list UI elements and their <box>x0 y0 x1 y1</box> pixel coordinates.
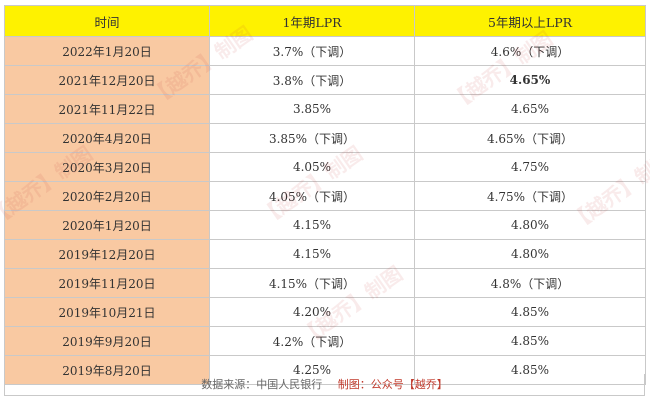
row-one-year-rate: 3.85%（下调） <box>209 123 415 153</box>
lpr-table: 时间 1年期LPR 5年期以上LPR 2022年1月20日 3.7%（下调） 4.6… <box>4 5 646 385</box>
row-date: 2020年3月20日 <box>4 152 210 182</box>
table-row: 2019年9月20日 4.2%（下调） 4.85% <box>4 326 646 356</box>
table-row: 2020年4月20日 3.85%（下调） 4.65%（下调） <box>4 123 646 153</box>
row-one-year-rate: 4.15% <box>209 210 415 240</box>
row-date: 2020年4月20日 <box>4 123 210 153</box>
row-date: 2020年2月20日 <box>4 181 210 211</box>
row-date: 2019年11月20日 <box>4 268 210 298</box>
table-row: 2022年1月20日 3.7%（下调） 4.6%（下调） <box>4 36 646 66</box>
row-date: 2022年1月20日 <box>4 36 210 66</box>
row-date: 2019年12月20日 <box>4 239 210 269</box>
chart-credit: 制图：公众号【越乔】 <box>337 378 448 391</box>
row-date: 2019年9月20日 <box>4 326 210 356</box>
row-one-year-rate: 4.25% <box>209 355 415 385</box>
row-one-year-rate: 4.05% <box>209 152 415 182</box>
row-date: 2019年8月20日 <box>4 355 210 385</box>
row-one-year-rate: 4.05%（下调） <box>209 181 415 211</box>
header-date: 时间 <box>4 5 210 37</box>
row-one-year-rate: 3.7%（下调） <box>209 36 415 66</box>
table-header: 时间 1年期LPR 5年期以上LPR <box>4 5 646 37</box>
data-source-note: 数据来源：中国人民银行 <box>201 378 323 391</box>
table-row: 2020年2月20日 4.05%（下调） 4.75%（下调） <box>4 181 646 211</box>
table-row: 2019年11月20日 4.15%（下调） 4.8%（下调） <box>4 268 646 298</box>
row-five-year-rate: 4.85% <box>414 326 646 356</box>
row-one-year-rate: 3.8%（下调） <box>209 65 415 95</box>
table-row: 2019年8月20日 4.25% 4.85% <box>4 355 646 385</box>
header-five-year-lpr: 5年期以上LPR <box>414 5 646 37</box>
row-five-year-rate: 4.65%（下调） <box>414 123 646 153</box>
row-five-year-rate: 4.85% <box>414 355 646 385</box>
row-one-year-rate: 4.2%（下调） <box>209 326 415 356</box>
table-row: 2021年12月20日 3.8%（下调） 4.65% <box>4 65 646 95</box>
table-row: 2020年1月20日 4.15% 4.80% <box>4 210 646 240</box>
row-five-year-rate: 4.65% <box>414 94 646 124</box>
row-five-year-rate: 4.80% <box>414 239 646 269</box>
row-one-year-rate: 4.15%（下调） <box>209 268 415 298</box>
row-five-year-rate: 4.75% <box>414 152 646 182</box>
table-row: 2019年10月21日 4.20% 4.85% <box>4 297 646 327</box>
header-one-year-lpr: 1年期LPR <box>209 5 415 37</box>
table-row: 2020年3月20日 4.05% 4.75% <box>4 152 646 182</box>
row-five-year-rate: 4.6%（下调） <box>414 36 646 66</box>
table-row: 2021年11月22日 3.85% 4.65% <box>4 94 646 124</box>
row-one-year-rate: 3.85% <box>209 94 415 124</box>
header-row: 时间 1年期LPR 5年期以上LPR <box>4 5 646 37</box>
row-date: 2019年10月21日 <box>4 297 210 327</box>
table-body: 2022年1月20日 3.7%（下调） 4.6%（下调） 2021年12月20日 3.8… <box>4 36 646 385</box>
table-row: 2019年12月20日 4.15% 4.80% <box>4 239 646 269</box>
row-five-year-rate: 4.75%（下调） <box>414 181 646 211</box>
table-footer: 数据来源：中国人民银行 制图：公众号【越乔】 <box>4 374 645 396</box>
row-date: 2021年12月20日 <box>4 65 210 95</box>
row-five-year-rate: 4.8%（下调） <box>414 268 646 298</box>
row-date: 2021年11月22日 <box>4 94 210 124</box>
row-five-year-rate: 4.85% <box>414 297 646 327</box>
row-date: 2020年1月20日 <box>4 210 210 240</box>
row-one-year-rate: 4.15% <box>209 239 415 269</box>
row-one-year-rate: 4.20% <box>209 297 415 327</box>
row-five-year-rate: 4.65% <box>414 65 646 95</box>
row-five-year-rate: 4.80% <box>414 210 646 240</box>
